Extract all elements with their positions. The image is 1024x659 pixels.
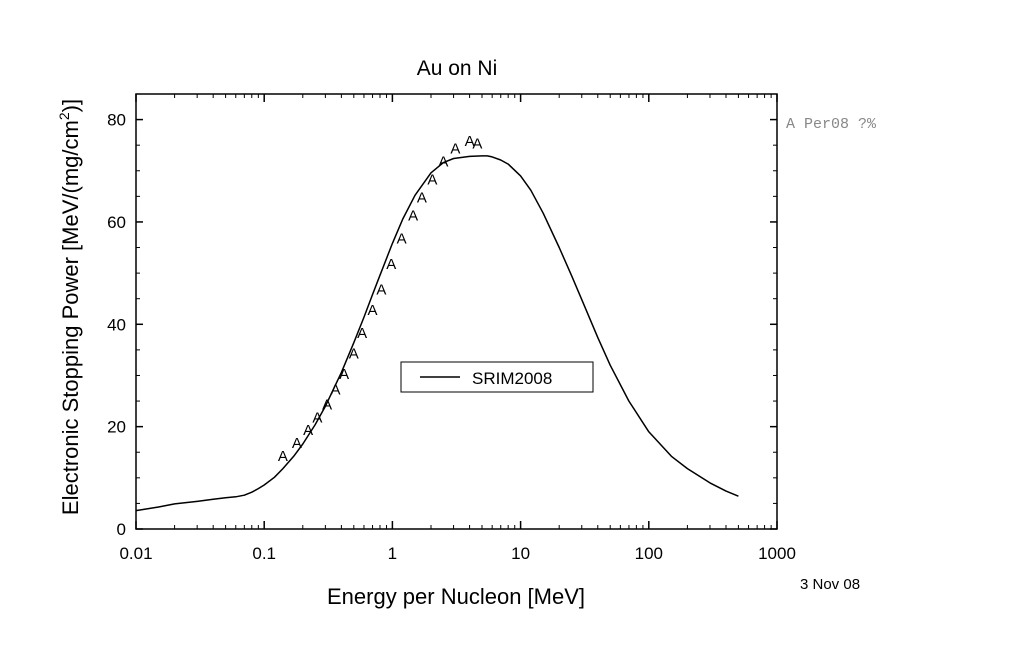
y-axis-label-end: )] — [58, 99, 83, 112]
legend: SRIM2008 — [400, 361, 594, 393]
y-tick-label: 20 — [107, 418, 126, 437]
data-point-marker-a: A — [427, 171, 437, 188]
x-tick-label: 1000 — [758, 544, 796, 563]
x-tick-label: 10 — [511, 544, 530, 563]
data-point-marker-a: A — [303, 422, 313, 439]
x-axis-label: Energy per Nucleon [MeV] — [327, 584, 585, 609]
data-point-marker-a: A — [450, 141, 460, 158]
data-point-marker-a: A — [322, 397, 332, 414]
x-tick-label: 100 — [635, 544, 663, 563]
y-ticks: 0 20 40 60 80 — [107, 111, 777, 539]
data-point-marker-a: A — [349, 345, 359, 362]
data-point-marker-a: A — [465, 133, 475, 150]
y-tick-label: 80 — [107, 111, 126, 130]
y-axis-label: Electronic Stopping Power [MeV/(mg/cm2)] — [56, 99, 83, 515]
y-axis-label-main: Electronic Stopping Power [MeV/(mg/cm — [58, 120, 83, 515]
data-point-marker-a: A — [438, 154, 448, 171]
data-point-marker-a: A — [386, 256, 396, 273]
data-point-marker-a: A — [417, 189, 427, 206]
data-point-marker-a: A — [408, 207, 418, 224]
y-tick-label: 40 — [107, 315, 126, 334]
data-point-marker-a: A — [357, 325, 367, 342]
data-point-marker-a: A — [472, 136, 482, 153]
data-point-marker-a: A — [397, 230, 407, 247]
legend-label: SRIM2008 — [472, 369, 552, 388]
x-tick-label: 1 — [388, 544, 397, 563]
data-point-marker-a: A — [368, 302, 378, 319]
x-tick-label: 0.1 — [252, 544, 276, 563]
data-point-marker-a: A — [331, 381, 341, 398]
y-tick-label: 60 — [107, 213, 126, 232]
x-tick-label: 0.01 — [119, 544, 152, 563]
date-label: 3 Nov 08 — [800, 576, 860, 593]
data-point-marker-a: A — [312, 409, 322, 426]
chart-title: Au on Ni — [417, 57, 498, 80]
data-point-marker-a: A — [278, 448, 288, 465]
data-point-marker-a: A — [339, 366, 349, 383]
y-tick-label: 0 — [117, 520, 126, 539]
plot-frame — [135, 93, 778, 530]
side-legend: A Per08 ?% — [786, 116, 877, 133]
data-point-marker-a: A — [376, 281, 386, 298]
data-point-marker-a: A — [292, 435, 302, 452]
x-ticks: 0.01 0.1 1 10 100 1000 — [119, 94, 796, 563]
y-axis-label-sup: 2 — [56, 112, 72, 120]
series-line-srim2008 — [135, 155, 739, 512]
